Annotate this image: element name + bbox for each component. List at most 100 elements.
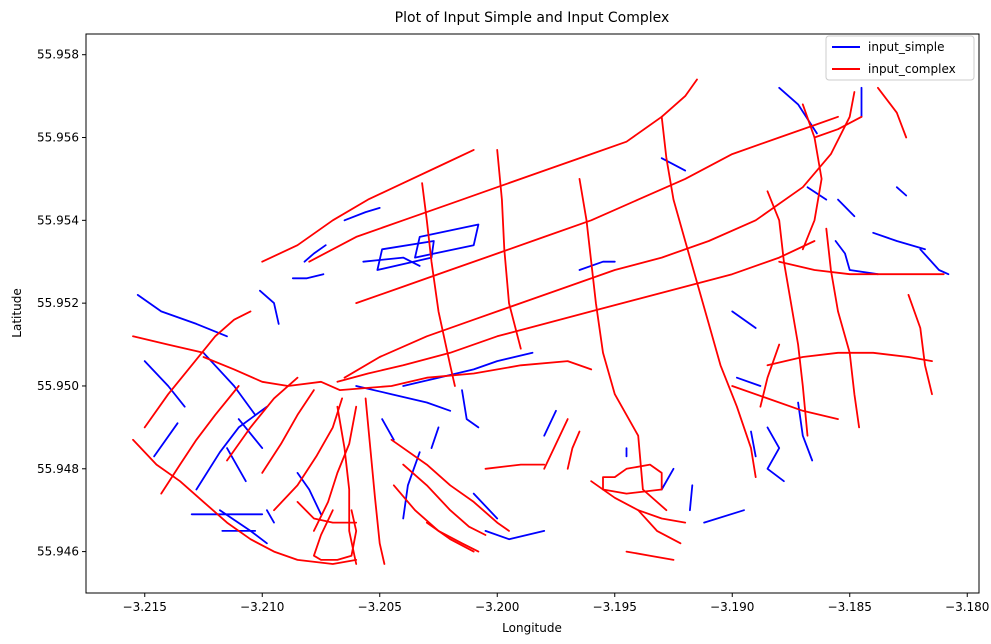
street-segment xyxy=(425,521,475,553)
legend-frame xyxy=(825,35,975,81)
street-segment xyxy=(414,223,480,259)
legend-label-input-simple: input_simple xyxy=(868,40,944,54)
street-segment xyxy=(461,389,480,429)
x-axis: −3.215 −3.210 −3.205 −3.200 −3.195 −3.190 −3.1… xyxy=(123,593,989,614)
chart-title: Plot of Input Simple and Input Complex xyxy=(395,10,670,26)
street-segment xyxy=(226,376,299,462)
street-segment xyxy=(472,492,499,520)
y-tick-label: 55.946 xyxy=(37,545,79,559)
street-segment xyxy=(766,426,785,483)
street-segment xyxy=(813,115,863,139)
street-segment xyxy=(778,86,818,135)
street-segment xyxy=(578,260,616,271)
y-axis-label: Latitude xyxy=(10,288,24,337)
street-segment xyxy=(312,405,358,532)
street-segment xyxy=(273,397,344,512)
street-segment xyxy=(258,289,280,325)
street-segment xyxy=(296,500,358,524)
street-segment xyxy=(806,186,828,201)
street-segment xyxy=(402,463,487,536)
y-tick-label: 55.958 xyxy=(37,48,79,62)
street-segment xyxy=(750,430,757,458)
street-segment xyxy=(660,467,675,491)
y-tick-label: 55.956 xyxy=(37,131,79,145)
x-tick-label: −3.180 xyxy=(945,600,989,614)
street-segment xyxy=(543,418,569,470)
y-axis: 55.946 55.948 55.950 55.952 55.954 55.956 55.9… xyxy=(37,48,86,559)
street-segment xyxy=(625,550,675,561)
street-segment xyxy=(195,405,268,491)
street-segment xyxy=(343,206,381,222)
street-segment xyxy=(566,430,581,470)
street-segment xyxy=(364,397,386,565)
street-segment xyxy=(402,451,421,520)
legend: input_simple input_complex xyxy=(825,35,975,81)
street-segment xyxy=(895,186,908,197)
street-segment xyxy=(261,148,475,263)
street-segment xyxy=(402,351,534,387)
y-tick-label: 55.950 xyxy=(37,379,79,393)
street-segment xyxy=(689,484,694,512)
street-segment xyxy=(261,389,315,474)
street-segment xyxy=(390,438,510,532)
street-segment xyxy=(759,343,781,408)
street-segment xyxy=(703,509,745,524)
x-tick-label: −3.190 xyxy=(710,600,754,614)
street-segment xyxy=(484,463,546,470)
street-segment xyxy=(766,351,933,367)
street-segment xyxy=(362,256,421,267)
street-segment xyxy=(877,86,908,139)
street-segment xyxy=(766,190,809,437)
street-segment xyxy=(312,509,358,561)
street-segment xyxy=(143,310,252,429)
legend-label-input-complex: input_complex xyxy=(868,62,956,76)
street-segment xyxy=(202,356,593,392)
street-segment xyxy=(919,248,950,276)
street-segment xyxy=(308,78,698,263)
street-segment xyxy=(496,148,522,350)
street-segment xyxy=(132,335,205,354)
street-segment xyxy=(421,182,456,387)
axes-frame xyxy=(85,33,980,594)
street-segment xyxy=(355,385,452,412)
axes-background xyxy=(86,34,979,593)
street-segment xyxy=(153,422,179,458)
street-segment xyxy=(872,231,926,251)
street-segment xyxy=(578,177,668,512)
street-segment xyxy=(907,293,933,396)
street-segment xyxy=(132,438,358,565)
street-segment xyxy=(430,426,440,450)
street-segment xyxy=(336,240,816,383)
street-segment xyxy=(736,376,762,387)
street-segment xyxy=(381,418,395,441)
x-tick-label: −3.195 xyxy=(593,600,637,614)
street-segment xyxy=(336,405,358,565)
x-tick-label: −3.210 xyxy=(240,600,284,614)
street-segment xyxy=(343,91,856,379)
street-segment xyxy=(202,351,257,416)
street-segment xyxy=(160,385,240,495)
series-input-complex xyxy=(132,78,945,565)
street-segment xyxy=(226,447,247,483)
street-segment xyxy=(291,273,325,280)
y-tick-label: 55.948 xyxy=(37,462,79,476)
street-segment xyxy=(834,240,879,276)
street-segment xyxy=(543,409,557,437)
street-segment xyxy=(484,530,546,541)
x-tick-label: −3.215 xyxy=(123,600,167,614)
street-segment xyxy=(797,401,814,462)
street-segment xyxy=(731,310,757,329)
street-segment xyxy=(136,293,228,338)
street-segment xyxy=(825,227,860,429)
street-segment xyxy=(303,244,327,263)
plot-area xyxy=(85,33,980,594)
x-tick-label: −3.205 xyxy=(358,600,402,614)
x-axis-label: Longitude xyxy=(502,621,562,635)
street-segment xyxy=(265,509,275,524)
series-layer xyxy=(132,78,950,565)
y-tick-label: 55.952 xyxy=(37,296,79,310)
street-segment xyxy=(602,463,663,495)
street-segment xyxy=(837,198,856,218)
street-segment xyxy=(355,115,839,305)
